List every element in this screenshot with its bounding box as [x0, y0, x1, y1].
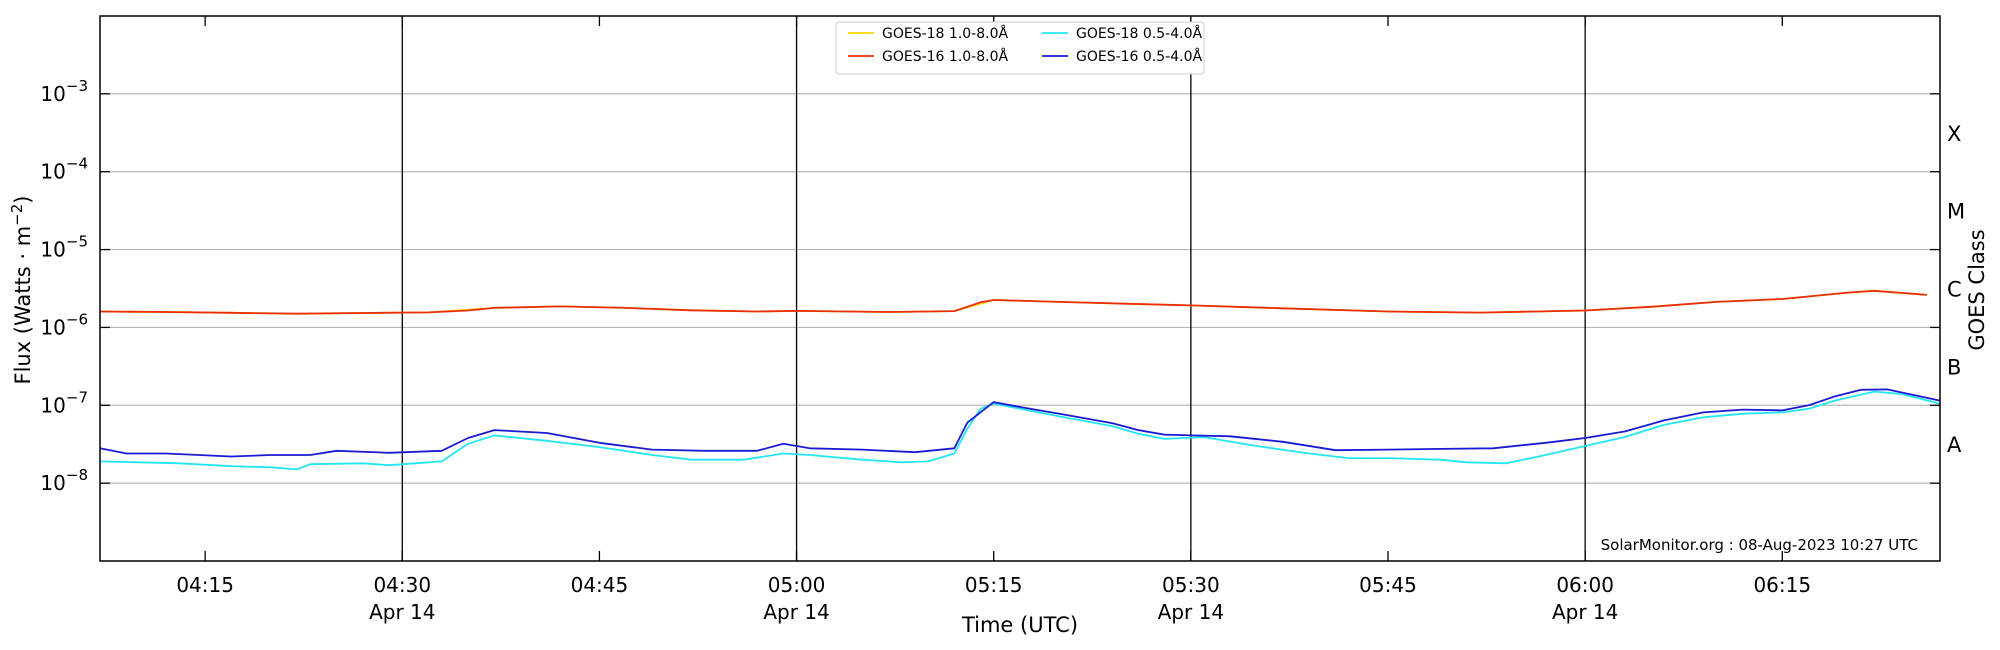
series-line-3 — [99, 388, 1941, 458]
legend-label-1: GOES-16 1.0-8.0Å — [882, 48, 1008, 65]
credit-text: SolarMonitor.org : 08-Aug-2023 10:27 UTC — [1601, 536, 1918, 554]
legend-label-0: GOES-18 1.0-8.0Å — [882, 25, 1008, 42]
x-tick-label-5: 05:30 — [1162, 573, 1220, 597]
horizontal-grid — [100, 93, 1940, 484]
goes-class-labels: A B C M X — [1947, 122, 1965, 457]
y-tick-label-0: 10−8 — [40, 466, 88, 495]
legend: GOES-18 1.0-8.0Å GOES-18 0.5-4.0Å GOES-16 … — [835, 21, 1205, 75]
y-tick-label-2: 10−6 — [40, 310, 88, 339]
x-tick-label-8: 06:15 — [1753, 573, 1811, 597]
x-tick-date-1: Apr 14 — [369, 600, 435, 624]
x-tick-label-4: 05:15 — [965, 573, 1023, 597]
series-line-0 — [99, 289, 1927, 315]
x-tick-label-6: 05:45 — [1359, 573, 1417, 597]
goes-class-label-a: A — [1947, 433, 1962, 457]
y-tick-label-5: 10−3 — [40, 77, 88, 106]
goes-class-label-m: M — [1947, 200, 1965, 224]
flux-series — [99, 289, 1941, 471]
goes-class-label-c: C — [1947, 278, 1962, 302]
y-tick-label-3: 10−5 — [40, 233, 88, 262]
series-line-1 — [99, 289, 1927, 315]
goes-class-label-b: B — [1947, 355, 1961, 379]
x-tick-date-7: Apr 14 — [1552, 600, 1618, 624]
goes-class-axis-title: GOES Class — [1965, 229, 1989, 350]
y-tick-label-1: 10−7 — [40, 388, 88, 417]
goes-class-label-x: X — [1947, 122, 1961, 146]
series-line-2 — [99, 390, 1941, 471]
x-tick-label-3: 05:00 — [768, 573, 826, 597]
legend-label-2: GOES-18 0.5-4.0Å — [1076, 25, 1202, 42]
vertical-day-lines — [401, 16, 1586, 561]
legend-label-3: GOES-16 0.5-4.0Å — [1076, 48, 1202, 65]
y-axis-title: Flux (Watts · m−2) — [8, 195, 35, 384]
y-tick-label-4: 10−4 — [40, 155, 88, 184]
x-tick-date-3: Apr 14 — [763, 600, 829, 624]
x-tick-label-0: 04:15 — [176, 573, 234, 597]
x-tick-date-5: Apr 14 — [1158, 600, 1224, 624]
x-axis-title: Time (UTC) — [961, 613, 1078, 637]
plot-frame — [99, 15, 1941, 562]
y-axis-ticks: 10−8 10−7 10−6 10−5 10−4 10−3 — [40, 77, 1940, 495]
x-tick-label-7: 06:00 — [1556, 573, 1614, 597]
x-axis-ticks: 04:15 04:30 Apr 14 04:45 05:00 Apr 14 05:15 05:… — [176, 16, 1811, 624]
x-tick-label-2: 04:45 — [571, 573, 629, 597]
x-tick-label-1: 04:30 — [373, 573, 431, 597]
